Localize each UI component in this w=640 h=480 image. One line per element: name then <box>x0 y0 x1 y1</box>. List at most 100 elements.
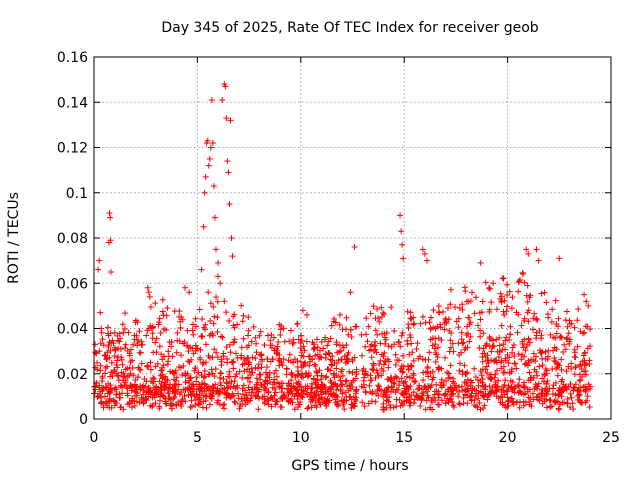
data-point <box>318 338 325 345</box>
data-point <box>391 380 398 387</box>
data-point <box>283 371 290 378</box>
data-point <box>530 350 537 357</box>
data-point <box>231 377 238 384</box>
data-point <box>444 305 451 312</box>
data-point <box>577 371 584 378</box>
data-point <box>256 395 263 402</box>
data-point <box>386 394 393 401</box>
data-point <box>252 355 259 362</box>
data-point <box>541 289 548 296</box>
data-point <box>181 393 188 400</box>
data-point <box>476 344 483 351</box>
data-point <box>374 369 381 376</box>
data-point <box>392 361 399 368</box>
data-point <box>467 319 474 326</box>
data-point <box>215 259 222 266</box>
data-point <box>368 346 375 353</box>
data-point <box>472 392 479 399</box>
data-point <box>423 397 430 404</box>
data-point <box>288 377 295 384</box>
data-point <box>382 358 389 365</box>
data-point <box>427 314 434 321</box>
data-point <box>441 392 448 399</box>
data-point <box>199 333 206 340</box>
data-point <box>334 400 341 407</box>
data-point <box>111 386 118 393</box>
data-point <box>395 338 402 345</box>
data-point <box>401 391 408 398</box>
data-point <box>179 371 186 378</box>
data-point <box>376 360 383 367</box>
data-point <box>158 367 165 374</box>
data-point <box>503 334 510 341</box>
data-point <box>429 376 436 383</box>
data-point <box>193 386 200 393</box>
data-point <box>513 365 520 372</box>
data-point <box>380 361 387 368</box>
data-point <box>428 382 435 389</box>
data-point <box>160 393 167 400</box>
data-point <box>214 328 221 335</box>
data-point <box>291 393 298 400</box>
data-point <box>265 389 272 396</box>
data-point <box>410 357 417 364</box>
data-point <box>426 319 433 326</box>
data-point <box>189 327 196 334</box>
data-point <box>425 373 432 380</box>
data-point <box>328 386 335 393</box>
data-point <box>137 367 144 374</box>
data-point <box>286 380 293 387</box>
data-point <box>107 237 114 244</box>
data-point <box>308 380 315 387</box>
data-point <box>398 332 405 339</box>
data-point <box>129 365 136 372</box>
data-point <box>509 344 516 351</box>
data-point <box>457 401 464 408</box>
data-point <box>307 389 314 396</box>
data-point <box>435 394 442 401</box>
data-point <box>464 376 471 383</box>
data-point <box>147 303 154 310</box>
data-point <box>147 366 154 373</box>
data-point <box>140 387 147 394</box>
data-point <box>211 346 218 353</box>
data-point <box>586 360 593 367</box>
data-point <box>220 352 227 359</box>
data-point <box>100 342 107 349</box>
data-point <box>404 308 411 315</box>
data-point <box>447 286 454 293</box>
data-point <box>407 331 414 338</box>
data-point <box>418 395 425 402</box>
data-point <box>331 381 338 388</box>
data-point <box>268 403 275 410</box>
data-point <box>347 289 354 296</box>
data-point <box>102 352 109 359</box>
data-point <box>108 369 115 376</box>
data-point <box>314 344 321 351</box>
data-point <box>374 306 381 313</box>
data-point <box>368 341 375 348</box>
data-point <box>562 384 569 391</box>
data-point <box>521 361 528 368</box>
tick-labels: 0 5 10 15 20 25 0 0.02 0.04 0.06 0.08 0.1 0.12 0.14 0.… <box>57 50 620 446</box>
data-point <box>430 307 437 314</box>
data-point <box>192 365 199 372</box>
data-point <box>124 390 131 397</box>
data-point <box>227 349 234 356</box>
data-point <box>299 307 306 314</box>
data-point <box>122 310 129 317</box>
data-point <box>239 385 246 392</box>
data-point <box>584 345 591 352</box>
data-point <box>395 339 402 346</box>
data-point <box>536 397 543 404</box>
data-point <box>279 362 286 369</box>
data-point <box>96 257 103 264</box>
data-point <box>559 376 566 383</box>
data-point <box>202 173 209 180</box>
data-point <box>313 368 320 375</box>
data-point <box>127 358 134 365</box>
data-point <box>509 349 516 356</box>
data-point <box>320 345 327 352</box>
data-point <box>119 390 126 397</box>
data-point <box>435 335 442 342</box>
